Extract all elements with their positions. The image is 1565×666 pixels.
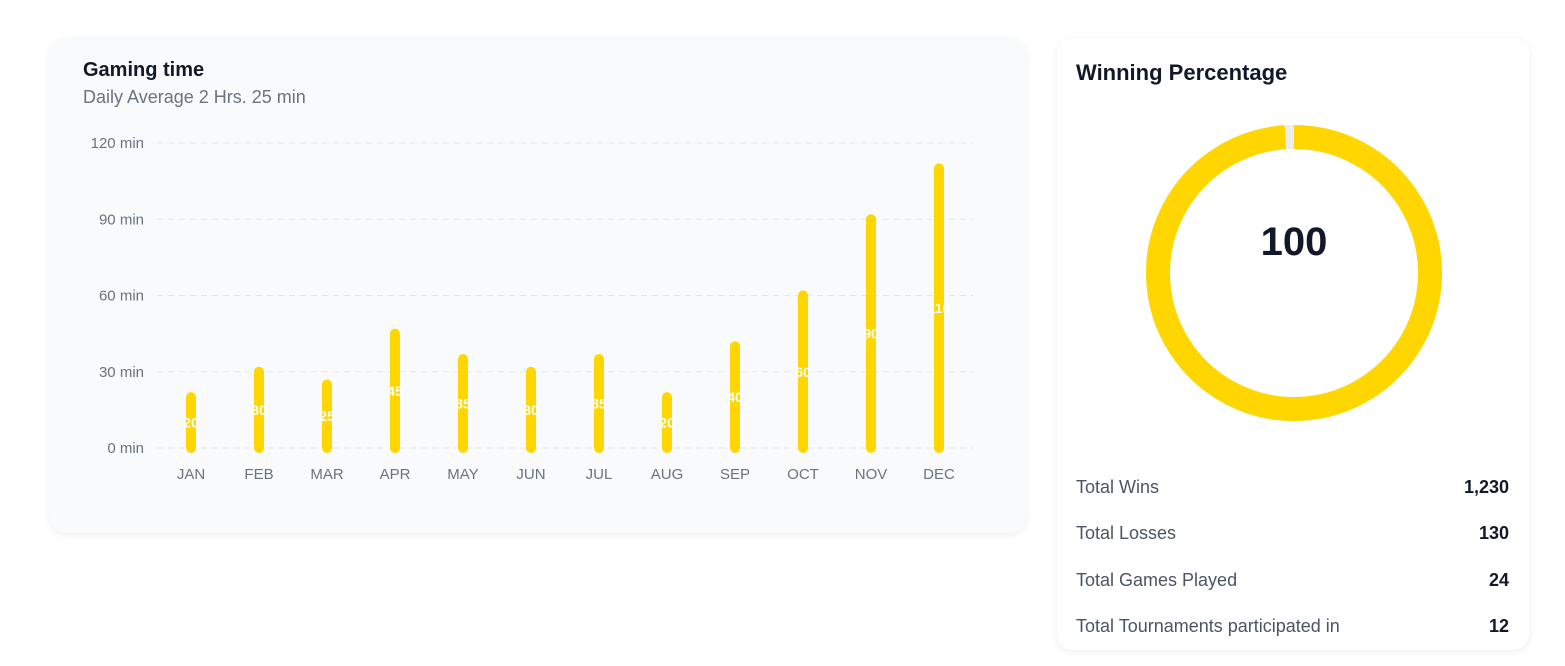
stat-row-total-games-played: Total Games Played 24 [1076,557,1509,604]
stat-value: 24 [1488,569,1509,590]
bar-data-label: 35 [591,396,607,412]
x-tick-label: OCT [787,466,819,483]
winning-percentage-card: Winning Percentage 100 Total Wins 1,230 … [1057,38,1529,650]
bar-data-label: 30 [523,402,539,418]
stat-value: 130 [1478,523,1509,544]
donut-slice-0 [1146,125,1442,421]
x-tick-label: FEB [244,466,273,483]
bar-data-label: 45 [387,383,403,399]
gaming-time-subtitle: Daily Average 2 Hrs. 25 min [83,87,306,107]
y-tick-label: 120 min [91,135,144,152]
winning-stats-list: Total Wins 1,230 Total Losses 130 Total … [1076,464,1509,650]
bar-data-label: 35 [455,396,471,412]
x-tick-label: NOV [855,466,888,483]
x-tick-label: JUN [516,466,545,483]
stat-label: Total Losses [1076,523,1177,544]
bar-data-label: 40 [727,389,743,405]
x-tick-label: MAY [447,466,478,483]
stat-label: Total Wins [1076,476,1160,497]
donut-svg [1146,125,1442,421]
stat-row-total-tournaments: Total Tournaments participated in 12 [1076,604,1509,651]
x-tick-label: JAN [177,466,205,483]
x-tick-label: AUG [651,466,684,483]
y-tick-label: 0 min [107,440,144,457]
stat-value: 1,230 [1463,476,1509,497]
stat-label: Total Games Played [1076,569,1238,590]
x-tick-label: SEP [720,466,750,483]
x-tick-label: APR [380,466,411,483]
gaming-time-title: Gaming time [83,59,205,81]
bar-data-label: 60 [795,364,811,380]
bar-data-label: 20 [183,415,199,431]
stat-row-total-wins: Total Wins 1,230 [1076,464,1509,511]
x-tick-label: DEC [923,466,955,483]
stat-label: Total Tournaments participated in [1076,616,1340,637]
x-tick-label: JUL [586,466,613,483]
stat-value: 12 [1488,616,1509,637]
donut-center-value: 100 [1260,220,1328,264]
gaming-time-card: Gaming time Daily Average 2 Hrs. 25 min … [50,38,1026,533]
bar-data-label: 20 [659,415,675,431]
y-tick-label: 90 min [99,211,144,228]
stat-row-total-losses: Total Losses 130 [1076,511,1509,558]
winning-percentage-title: Winning Percentage [1076,60,1288,85]
winning-donut-chart: 100 [1141,120,1447,426]
y-tick-label: 60 min [99,288,144,305]
x-tick-label: MAR [310,466,344,483]
bar-data-label: 30 [251,402,267,418]
y-tick-label: 30 min [99,364,144,381]
gaming-time-bar-chart: 0 min 30 min 60 min 90 min 120 min 20 JAN 30 FEB… [91,135,973,483]
bar-data-label: 110 [928,300,951,316]
bar-data-label: 90 [863,326,879,342]
bar-data-label: 25 [319,408,335,424]
